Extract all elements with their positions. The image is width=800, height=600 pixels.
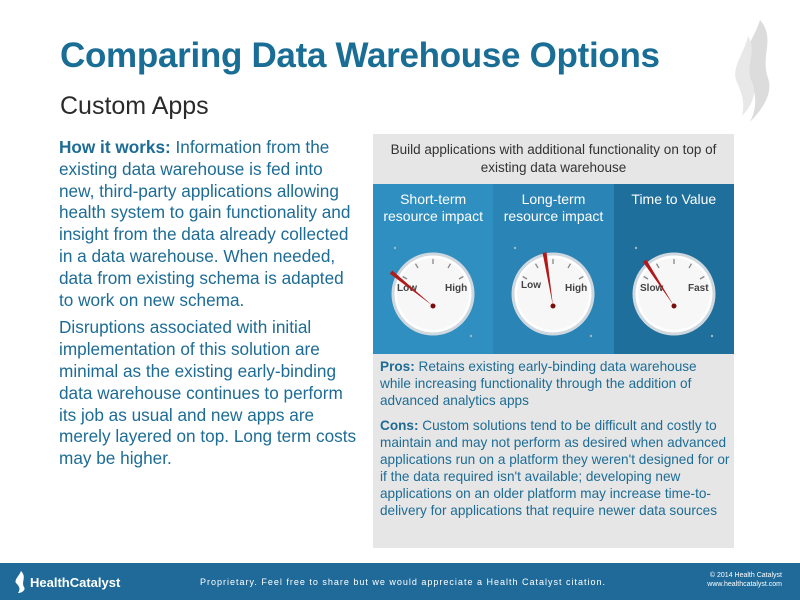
gauge-short-term: Short-term resource impact Low High — [373, 184, 494, 354]
copyright-text: © 2014 Health Catalyst — [709, 572, 782, 579]
website-link[interactable]: www.healthcatalyst.com — [707, 581, 782, 588]
gauge-tick — [458, 275, 464, 280]
gauge-needle — [642, 259, 674, 306]
cons-section: Cons: Custom solutions tend to be diffic… — [380, 417, 730, 519]
gauge-dial-icon: Slow Fast — [632, 246, 716, 338]
slide-subtitle: Custom Apps — [60, 92, 209, 120]
footer-bar: HealthCatalyst Proprietary. Feel free to… — [0, 563, 800, 600]
gauge-tick — [578, 275, 584, 280]
slide-title: Comparing Data Warehouse Options — [60, 36, 660, 75]
gauge-tick — [414, 263, 419, 269]
gauge-needle — [389, 270, 433, 306]
gauge-long-term: Long-term resource impact Low High — [493, 184, 614, 354]
gauge-tick — [522, 275, 528, 280]
gauge-high-label: Fast — [688, 283, 709, 294]
gauge-low-label: Slow — [640, 283, 664, 294]
disruptions-text: Disruptions associated with initial impl… — [59, 317, 357, 469]
gauge-high-label: High — [565, 283, 587, 294]
how-it-works-text: How it works: Information from the exist… — [59, 137, 359, 476]
pros-label: Pros: — [380, 359, 415, 374]
health-catalyst-logo: HealthCatalyst — [12, 570, 120, 594]
gauge-tick — [567, 263, 572, 269]
how-it-works-label: How it works: — [59, 137, 171, 157]
gauge-tick — [402, 275, 408, 280]
footer-note: Proprietary. Feel free to share but we w… — [200, 577, 606, 587]
gauge-tick — [643, 275, 649, 280]
gauge-dial-icon: Low High — [511, 246, 595, 338]
gauge-high-label: High — [445, 283, 467, 294]
gauge-low-label: Low — [397, 283, 417, 294]
pros-text: Retains existing early-binding data ware… — [380, 359, 697, 408]
gauge-label: Long-term resource impact — [503, 191, 604, 224]
gauge-low-label: Low — [521, 280, 541, 291]
gauge-tick — [447, 263, 452, 269]
how-it-works-body: Information from the existing data wareh… — [59, 137, 351, 310]
cons-text: Custom solutions tend to be difficult an… — [380, 418, 730, 518]
gauge-label: Short-term resource impact — [383, 191, 483, 224]
gauge-tick — [688, 263, 692, 269]
gauge-tick — [655, 263, 660, 269]
gauge-label: Time to Value — [631, 191, 717, 207]
comparison-panel: Build applications with additional funct… — [373, 134, 734, 548]
gauge-tick — [535, 263, 539, 269]
pros-section: Pros: Retains existing early-binding dat… — [380, 358, 730, 409]
footer-copyright: © 2014 Health Catalyst www.healthcatalys… — [707, 571, 782, 589]
logo-text: HealthCatalyst — [30, 574, 121, 590]
gauge-tick — [699, 275, 705, 280]
gauge-row: Short-term resource impact Low High Long… — [373, 184, 734, 354]
cons-label: Cons: — [380, 418, 419, 433]
gauge-needle — [542, 252, 554, 306]
flame-icon — [15, 571, 25, 593]
gauge-time-to-value: Time to Value Slow Fast — [613, 184, 734, 354]
panel-header: Build applications with additional funct… — [390, 142, 717, 175]
gauge-dial-icon: Low High — [389, 246, 475, 338]
flame-logo-icon — [735, 20, 770, 122]
